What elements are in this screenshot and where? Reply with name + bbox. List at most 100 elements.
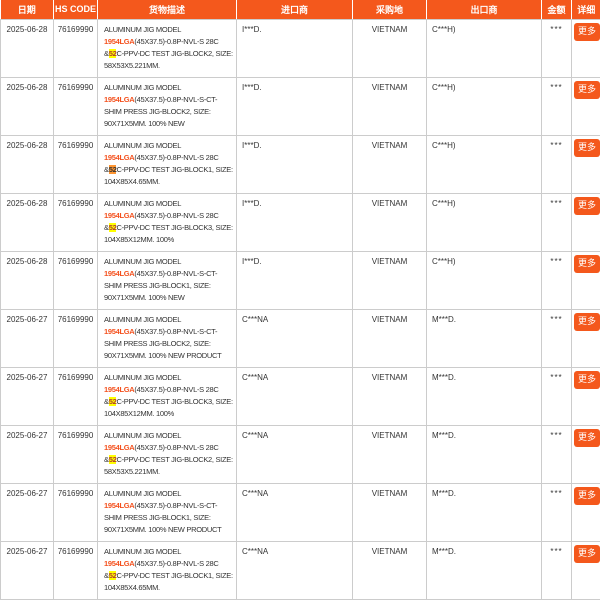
- date-cell: 2025-06-28: [0, 250, 54, 310]
- goods-description-cell: ALUMINUM JIG MODEL 1954LGA(45X37.5)-0.8P-…: [97, 18, 237, 78]
- description-line: 1954LGA(45X37.5)-0.8P-NVL-S-CT-: [104, 268, 233, 280]
- table-row: 2025-06-27 76169990 ALUMINUM JIG MODEL 1954…: [0, 366, 600, 426]
- table-row: 2025-06-28 76169990 ALUMINUM JIG MODEL 1954…: [0, 18, 600, 78]
- importer-cell: C***NA: [236, 308, 353, 368]
- model-keyword: 1954LGA: [104, 384, 135, 394]
- detail-cell: 更多: [571, 18, 600, 78]
- more-button[interactable]: 更多: [574, 486, 600, 505]
- description-text: &: [104, 396, 109, 406]
- amount-cell: ***: [541, 192, 572, 252]
- description-text: &: [104, 164, 109, 174]
- description-line: ALUMINUM JIG MODEL: [104, 546, 233, 558]
- amount-cell: ***: [541, 540, 572, 600]
- description-text: &: [104, 454, 109, 464]
- description-text: (45X37.5)-0.8P-NVL-S-CT-: [134, 94, 218, 104]
- description-line: SHIM PRESS JIG-BLOCK1, SIZE:: [104, 280, 233, 292]
- more-button[interactable]: 更多: [574, 22, 600, 41]
- description-text: ALUMINUM JIG MODEL: [104, 140, 182, 150]
- description-text: 90X71X5MM. 100% NEW: [104, 292, 185, 302]
- importer-cell: C***NA: [236, 424, 353, 484]
- more-button[interactable]: 更多: [574, 312, 600, 331]
- description-text: 104X85X12MM. 100%: [104, 234, 174, 244]
- hs-code-cell: 76169990: [53, 308, 98, 368]
- search-match-highlight: 52: [108, 222, 117, 232]
- exporter-cell: M***D.: [426, 308, 542, 368]
- amount-cell: ***: [541, 76, 572, 136]
- goods-description-cell: ALUMINUM JIG MODEL 1954LGA(45X37.5)-0.8P-…: [97, 482, 237, 542]
- purchase-place-cell: VIETNAM: [352, 540, 427, 600]
- description-text: SHIM PRESS JIG-BLOCK1, SIZE:: [104, 512, 211, 522]
- purchase-place-cell: VIETNAM: [352, 482, 427, 542]
- description-text: C-PPV-DC TEST JIG-BLOCK1, SIZE:: [116, 164, 233, 174]
- description-line: ALUMINUM JIG MODEL: [104, 24, 233, 36]
- exporter-cell: C***H): [426, 18, 542, 78]
- hs-code-cell: 76169990: [53, 76, 98, 136]
- more-button[interactable]: 更多: [574, 254, 600, 273]
- col-header-hs-code: HS CODE: [53, 0, 98, 20]
- goods-description-cell: ALUMINUM JIG MODEL 1954LGA(45X37.5)-0.8P-…: [97, 134, 237, 194]
- description-line: ALUMINUM JIG MODEL: [104, 82, 233, 94]
- detail-cell: 更多: [571, 424, 600, 484]
- model-keyword: 1954LGA: [104, 210, 135, 220]
- description-line: SHIM PRESS JIG-BLOCK1, SIZE:: [104, 512, 233, 524]
- detail-cell: 更多: [571, 134, 600, 194]
- goods-description-cell: ALUMINUM JIG MODEL 1954LGA(45X37.5)-0.8P-…: [97, 308, 237, 368]
- more-button[interactable]: 更多: [574, 196, 600, 215]
- more-button[interactable]: 更多: [574, 370, 600, 389]
- description-line: 90X71X5MM. 100% NEW PRODUCT: [104, 524, 233, 536]
- purchase-place-cell: VIETNAM: [352, 366, 427, 426]
- exporter-cell: C***H): [426, 134, 542, 194]
- description-text: ALUMINUM JIG MODEL: [104, 488, 182, 498]
- amount-cell: ***: [541, 308, 572, 368]
- table-row: 2025-06-27 76169990 ALUMINUM JIG MODEL 1954…: [0, 482, 600, 542]
- detail-cell: 更多: [571, 540, 600, 600]
- description-text: C-PPV-DC TEST JIG-BLOCK1, SIZE:: [116, 570, 233, 580]
- more-button[interactable]: 更多: [574, 544, 600, 563]
- date-cell: 2025-06-28: [0, 134, 54, 194]
- description-text: (45X37.5)-0.8P-NVL-S-CT-: [134, 500, 218, 510]
- table-row: 2025-06-27 76169990 ALUMINUM JIG MODEL 1954…: [0, 424, 600, 484]
- exporter-cell: C***H): [426, 76, 542, 136]
- col-header-amount: 金额: [541, 0, 572, 20]
- purchase-place-cell: VIETNAM: [352, 76, 427, 136]
- table-header-row: 日期 HS CODE 货物描述 进口商 采购地 出口商 金额 详细: [0, 0, 600, 20]
- model-keyword: 1954LGA: [104, 500, 135, 510]
- search-match-highlight: 52: [108, 164, 117, 174]
- description-line: 104X85X4.65MM.: [104, 582, 233, 594]
- description-line: ALUMINUM JIG MODEL: [104, 198, 233, 210]
- description-line: 1954LGA(45X37.5)-0.8P-NVL-S 28C: [104, 210, 233, 222]
- col-header-goods-description: 货物描述: [97, 0, 237, 20]
- description-text: ALUMINUM JIG MODEL: [104, 430, 182, 440]
- search-match-highlight: 52: [108, 396, 117, 406]
- description-line: &52C-PPV-DC TEST JIG-BLOCK3, SIZE:: [104, 396, 233, 408]
- search-match-highlight: 52: [108, 48, 117, 58]
- description-text: ALUMINUM JIG MODEL: [104, 314, 182, 324]
- description-line: 58X53X5.221MM.: [104, 60, 233, 72]
- description-text: (45X37.5)-0.8P-NVL-S 28C: [134, 384, 219, 394]
- amount-cell: ***: [541, 366, 572, 426]
- description-line: 90X71X5MM. 100% NEW: [104, 118, 233, 130]
- exporter-cell: M***D.: [426, 424, 542, 484]
- more-button[interactable]: 更多: [574, 428, 600, 447]
- description-text: 58X53X5.221MM.: [104, 466, 160, 476]
- table-row: 2025-06-28 76169990 ALUMINUM JIG MODEL 1954…: [0, 250, 600, 310]
- description-text: SHIM PRESS JIG-BLOCK1, SIZE:: [104, 280, 211, 290]
- description-text: 90X71X5MM. 100% NEW PRODUCT: [104, 350, 222, 360]
- purchase-place-cell: VIETNAM: [352, 134, 427, 194]
- purchase-place-cell: VIETNAM: [352, 192, 427, 252]
- goods-description-cell: ALUMINUM JIG MODEL 1954LGA(45X37.5)-0.8P-…: [97, 540, 237, 600]
- hs-code-cell: 76169990: [53, 540, 98, 600]
- more-button[interactable]: 更多: [574, 138, 600, 157]
- description-text: (45X37.5)-0.8P-NVL-S 28C: [134, 152, 219, 162]
- description-line: ALUMINUM JIG MODEL: [104, 430, 233, 442]
- model-keyword: 1954LGA: [104, 94, 135, 104]
- description-text: C-PPV-DC TEST JIG-BLOCK2, SIZE:: [116, 48, 233, 58]
- date-cell: 2025-06-27: [0, 366, 54, 426]
- description-text: &: [104, 48, 109, 58]
- importer-cell: C***NA: [236, 540, 353, 600]
- amount-cell: ***: [541, 18, 572, 78]
- hs-code-cell: 76169990: [53, 424, 98, 484]
- more-button[interactable]: 更多: [574, 80, 600, 99]
- date-cell: 2025-06-27: [0, 482, 54, 542]
